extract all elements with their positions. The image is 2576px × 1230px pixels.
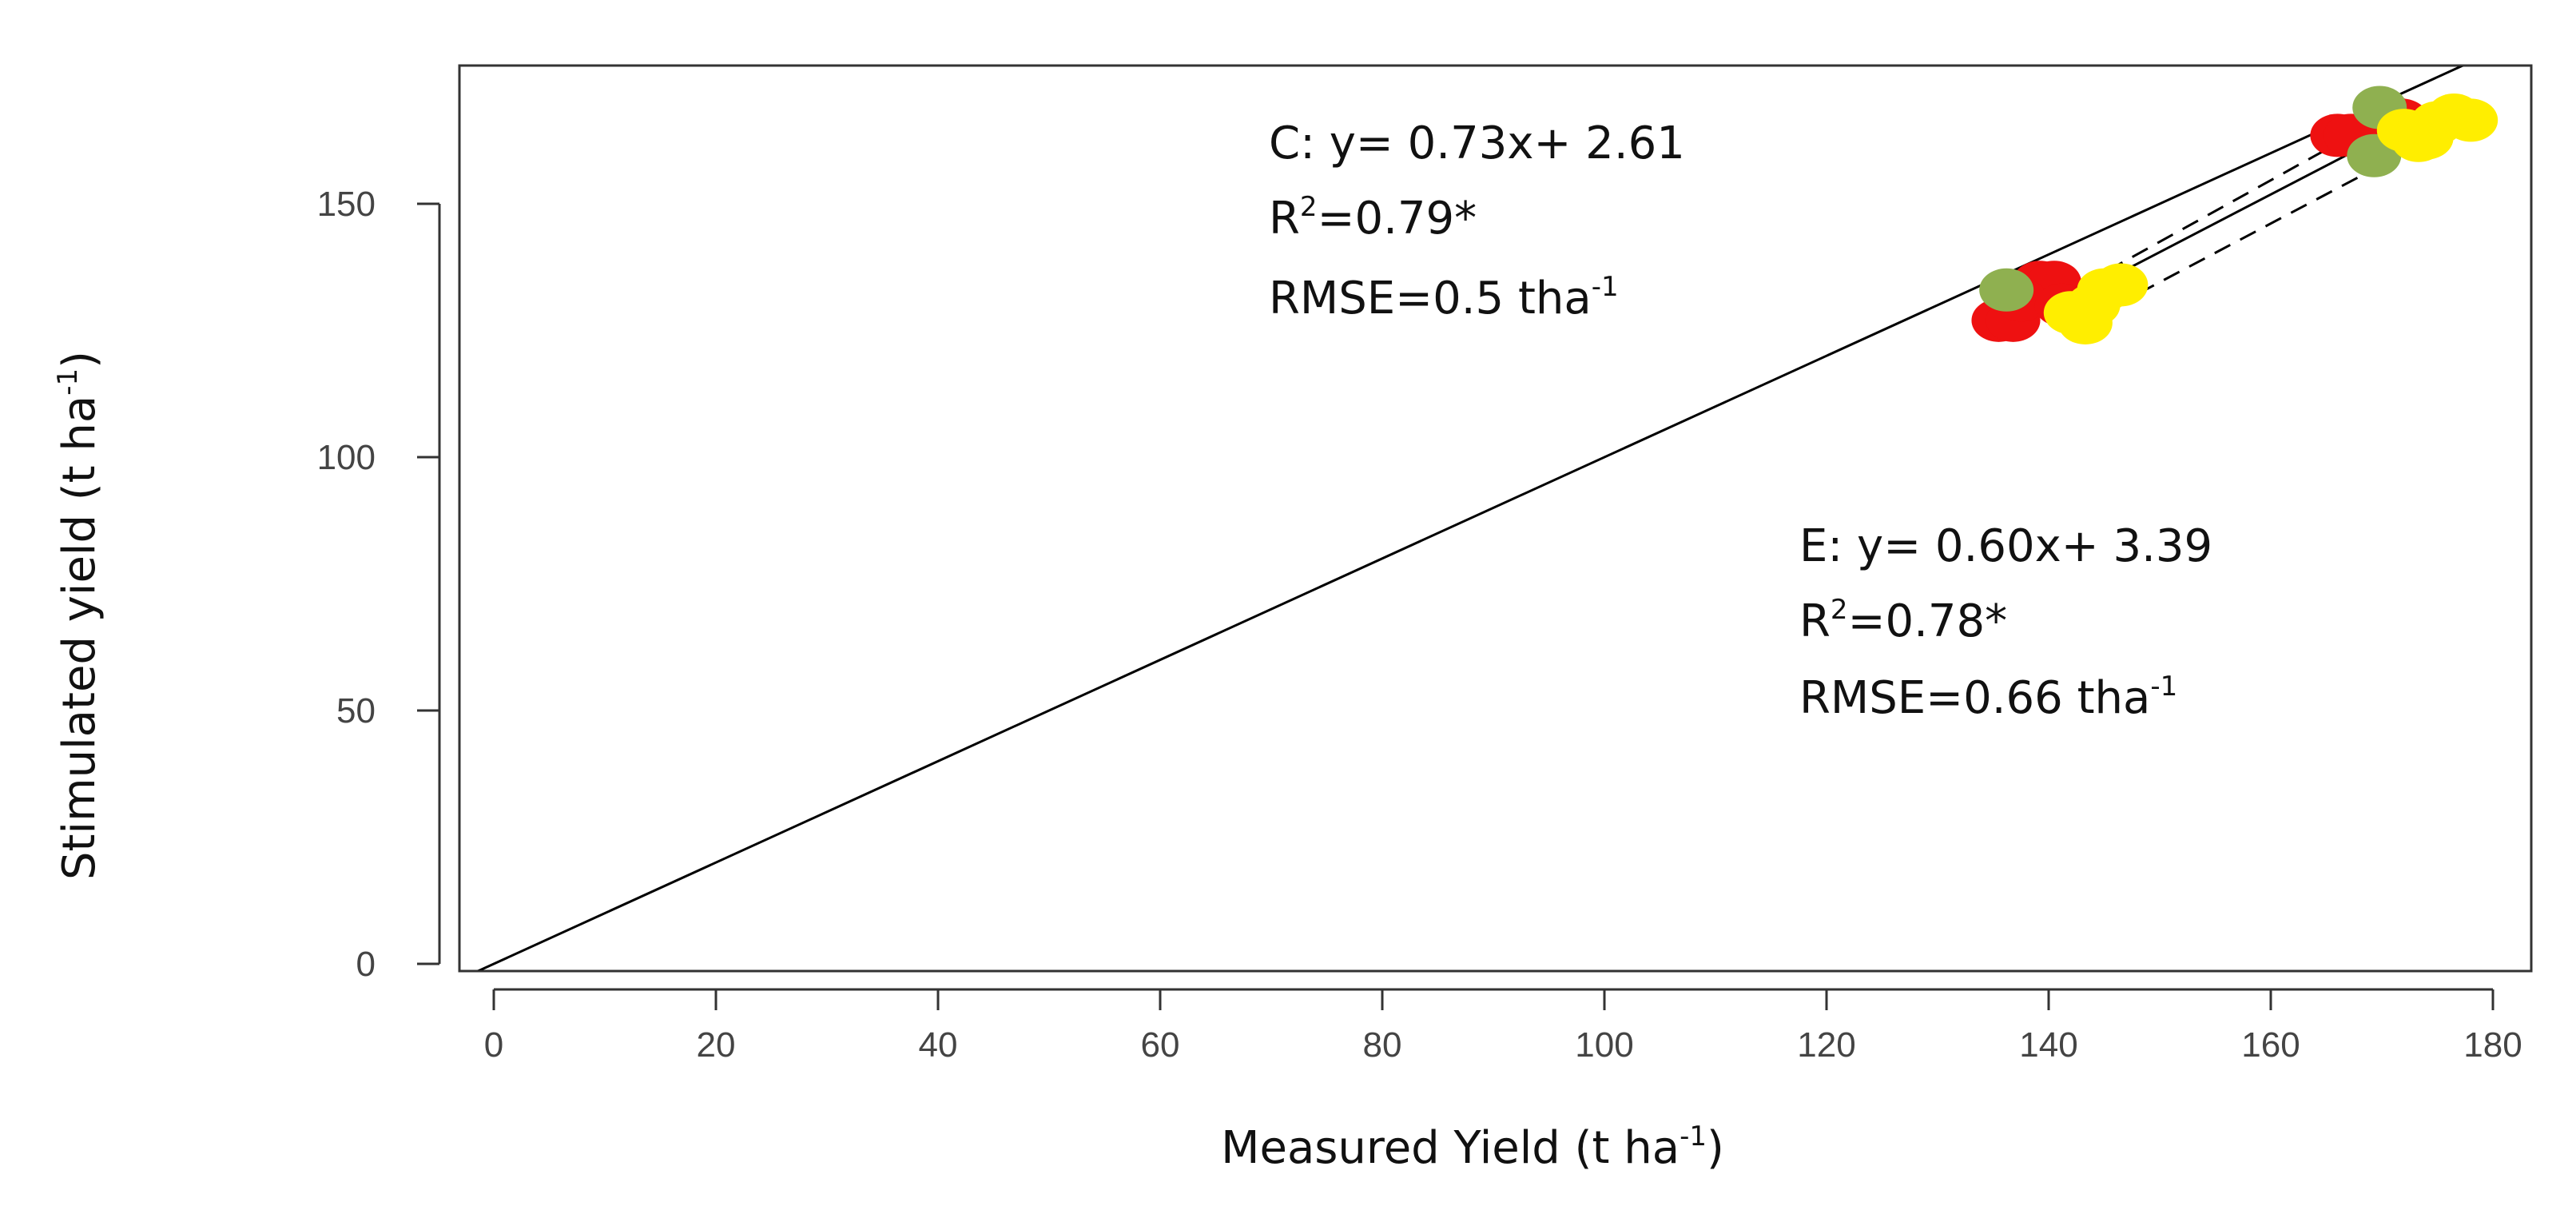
x-tick-label: 180 [2463, 1025, 2522, 1065]
annotation-e: E: y= 0.60x+ 3.39 R2=0.78* RMSE=0.66 tha… [1799, 520, 2212, 724]
annotation-c-equation: C: y= 0.73x+ 2.61 [1269, 117, 1685, 169]
data-point [1979, 268, 2034, 312]
x-tick-label: 100 [1575, 1025, 1633, 1065]
x-tick-label: 140 [2019, 1025, 2077, 1065]
data-point [2399, 116, 2454, 160]
x-tick-label: 60 [1141, 1025, 1180, 1065]
y-tick-label: 150 [317, 185, 376, 224]
x-axis: 0 20 40 60 80 100 120 140 160 180 [484, 988, 2522, 1065]
x-tick-label: 160 [2241, 1025, 2300, 1065]
data-point [2443, 98, 2498, 142]
data-points-layer [1971, 86, 2498, 344]
x-tick-label: 40 [919, 1025, 958, 1065]
y-tick-label: 0 [356, 945, 376, 984]
y-axis-title: Stimulated yield (t ha-1) [52, 351, 105, 880]
annotation-c-rmse: RMSE=0.5 tha-1 [1269, 271, 1619, 324]
x-tick-label: 80 [1363, 1025, 1402, 1065]
data-point [2065, 283, 2121, 327]
annotation-c-r2: R2=0.79* [1269, 191, 1477, 245]
annotation-e-equation: E: y= 0.60x+ 3.39 [1799, 520, 2212, 572]
y-tick-label: 100 [317, 438, 376, 477]
annotation-e-rmse: RMSE=0.66 tha-1 [1799, 671, 2177, 724]
x-axis-title: Measured Yield (t ha-1) [1221, 1121, 1724, 1174]
annotation-e-r2: R2=0.78* [1799, 594, 2007, 647]
reference-line-layer [476, 66, 2464, 970]
annotation-c: C: y= 0.73x+ 2.61 R2=0.79* RMSE=0.5 tha-… [1269, 117, 1685, 324]
y-tick-label: 50 [336, 691, 376, 730]
x-tick-label: 20 [697, 1025, 736, 1065]
x-tick-label: 120 [1797, 1025, 1855, 1065]
y-axis: 0 50 100 150 [317, 185, 441, 984]
one-to-one-line [476, 66, 2464, 970]
plot-frame [458, 64, 2533, 973]
x-tick-label: 0 [484, 1025, 503, 1065]
